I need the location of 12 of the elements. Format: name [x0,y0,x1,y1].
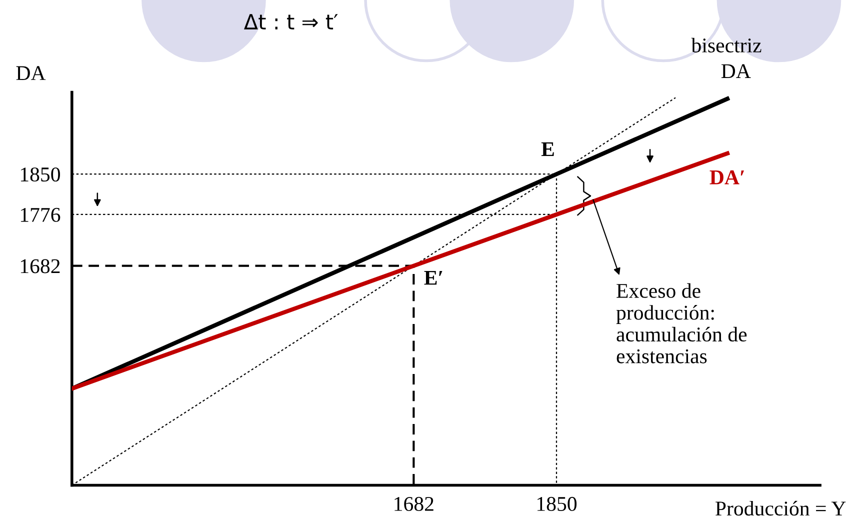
series-label: DA′ [710,170,744,184]
y-tick-label: 1776 [20,208,60,222]
annotation: Exceso de producción: acumulación de existencias [616,283,747,364]
text: Δt : t ⇒ t′ [244,14,338,30]
text: bisectriz [691,38,762,53]
y-tick-label: 1682 [20,259,60,274]
y-tick-label: 1850 [20,167,60,182]
series-label: DA [721,64,751,78]
annotation: E [541,142,554,156]
x-axis-title: Producción = Y [716,500,846,516]
annotation: E′ [424,270,442,285]
y-axis-title: DA [16,66,46,80]
